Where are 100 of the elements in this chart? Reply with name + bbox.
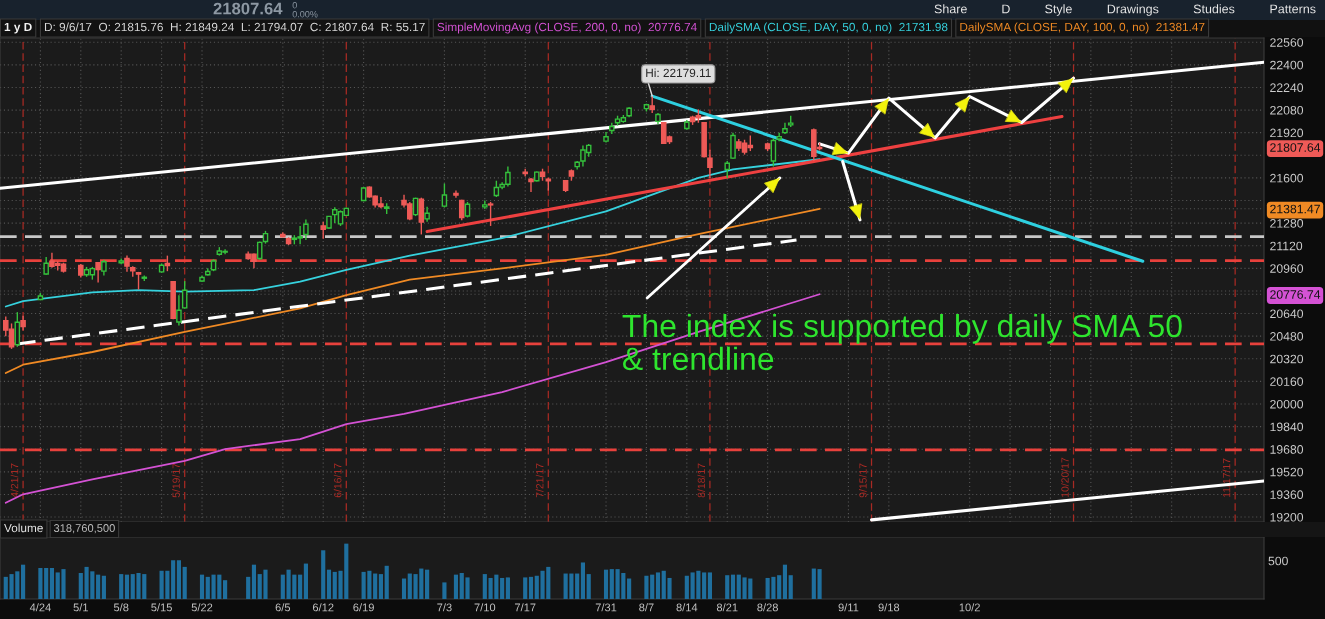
ref-line-label: 7/21/17 <box>535 463 544 498</box>
x-tick-label: 9/18 <box>878 603 900 612</box>
y-tick-label: 19360 <box>1270 490 1304 499</box>
bar <box>725 575 730 599</box>
x-tick-label: 4/24 <box>29 603 51 612</box>
bar <box>580 562 586 599</box>
bar <box>788 575 793 599</box>
text: Studies <box>1193 4 1235 14</box>
x-tick-label: 7/31 <box>595 603 617 612</box>
x-tick-label: 6/12 <box>312 603 334 612</box>
y-tick-label: 21600 <box>1270 173 1304 183</box>
bar <box>246 576 251 599</box>
line-series <box>818 76 1076 155</box>
y-tick-label: 19520 <box>1270 467 1304 477</box>
chart-title: Volume <box>4 523 43 533</box>
bar <box>811 568 816 599</box>
y-tick-label: 19680 <box>1270 445 1304 454</box>
text: Share <box>934 4 967 14</box>
candlestick <box>730 131 736 160</box>
text: DailySMA (CLOSE, DAY, 50, 0, no) 21731.98 <box>709 22 948 34</box>
bar <box>298 574 303 599</box>
candlestick <box>14 311 21 348</box>
bar <box>49 568 55 599</box>
x-tick-label: 10/2 <box>959 603 980 612</box>
candlestick <box>181 280 188 310</box>
bar <box>425 569 430 599</box>
y-tick-label: 20320 <box>1270 354 1304 364</box>
x-tick-label: 7/3 <box>437 603 452 612</box>
y-tick-label: 21920 <box>1270 128 1304 138</box>
x-tick-label: 5/8 <box>113 603 129 612</box>
y-tick-label: 21280 <box>1270 219 1304 228</box>
x-tick-label: 5/22 <box>191 603 213 612</box>
text: Patterns <box>1270 4 1316 14</box>
bar <box>223 580 228 599</box>
bar <box>442 582 447 599</box>
bar <box>482 574 487 599</box>
bar <box>782 564 788 599</box>
y-tick-label: 20960 <box>1270 264 1304 273</box>
candlestick <box>528 177 534 193</box>
bar <box>603 569 609 599</box>
ref-line-label: 11/17/17 <box>1222 458 1231 498</box>
x-tick-label: 7/17 <box>514 603 536 612</box>
y-tick-label: 20160 <box>1270 377 1304 386</box>
line-series <box>4 158 821 308</box>
candlestick <box>707 148 713 179</box>
text: D <box>1002 4 1010 14</box>
text: 21807.64 <box>1270 143 1321 152</box>
x-tick-label: 9/11 <box>838 603 859 612</box>
y-tick-label: 21381.47 <box>1270 204 1320 214</box>
bar <box>655 572 661 599</box>
bar <box>280 574 285 599</box>
chart-subtitle: D: 9/6/17 O: 21815.76 H: 21849.24 L: 21794.07 C: 21807.64 R: 55.17 <box>44 22 425 32</box>
bar <box>171 560 176 599</box>
candlestick <box>418 196 425 236</box>
candlestick <box>176 294 182 327</box>
x-tick-label: 8/28 <box>757 603 778 612</box>
candlestick <box>303 218 309 241</box>
bar <box>38 568 43 599</box>
bar <box>528 576 534 599</box>
bar <box>251 564 257 599</box>
bar <box>384 565 389 599</box>
text: 21807.64 <box>213 2 283 15</box>
y-tick-label: 20640 <box>1270 309 1304 319</box>
x-tick-label: 6/19 <box>353 603 374 612</box>
candlestick <box>487 201 494 227</box>
annotation: Hi: 22179.11 <box>646 68 711 78</box>
bar <box>684 575 689 599</box>
text: SimpleMovingAvg (CLOSE, 200, 0, no) 20776.74 <box>437 22 697 34</box>
bar <box>96 574 101 599</box>
bar <box>101 575 106 599</box>
bar <box>575 573 580 599</box>
ref-line-label: 6/16/17 <box>333 463 342 498</box>
y-tick-label: 19200 <box>1270 512 1304 522</box>
ref-line-label: 10/20/17 <box>1061 457 1069 498</box>
y-tick-label: 21120 <box>1270 241 1303 251</box>
bar <box>119 574 124 599</box>
text: Drawings <box>1107 4 1159 16</box>
bar <box>326 569 332 599</box>
x-tick-label: 5/1 <box>73 603 88 612</box>
ref-line-label: 5/19/17 <box>172 463 180 498</box>
x-tick-label: 8/14 <box>676 603 698 612</box>
chart-title: 1 y D <box>4 22 32 34</box>
text: Style <box>1045 4 1072 16</box>
x-tick-label: 5/15 <box>151 603 172 612</box>
ref-line-label: 8/18/17 <box>697 463 706 498</box>
x-tick-label: 7/10 <box>474 603 496 612</box>
text: 500 <box>1268 556 1288 566</box>
bar <box>730 574 736 599</box>
bar <box>373 573 378 599</box>
y-tick-label: 20776.74 <box>1270 290 1321 299</box>
bar <box>303 563 308 599</box>
bar <box>453 574 459 599</box>
y-tick-label: 19840 <box>1270 422 1304 432</box>
candlestick <box>441 182 448 209</box>
bar <box>182 566 187 599</box>
bar <box>321 550 326 599</box>
text: 0.00% <box>292 11 318 18</box>
bar <box>707 572 712 599</box>
bar <box>199 574 205 599</box>
ref-line-label: 4/21/17 <box>10 463 19 498</box>
